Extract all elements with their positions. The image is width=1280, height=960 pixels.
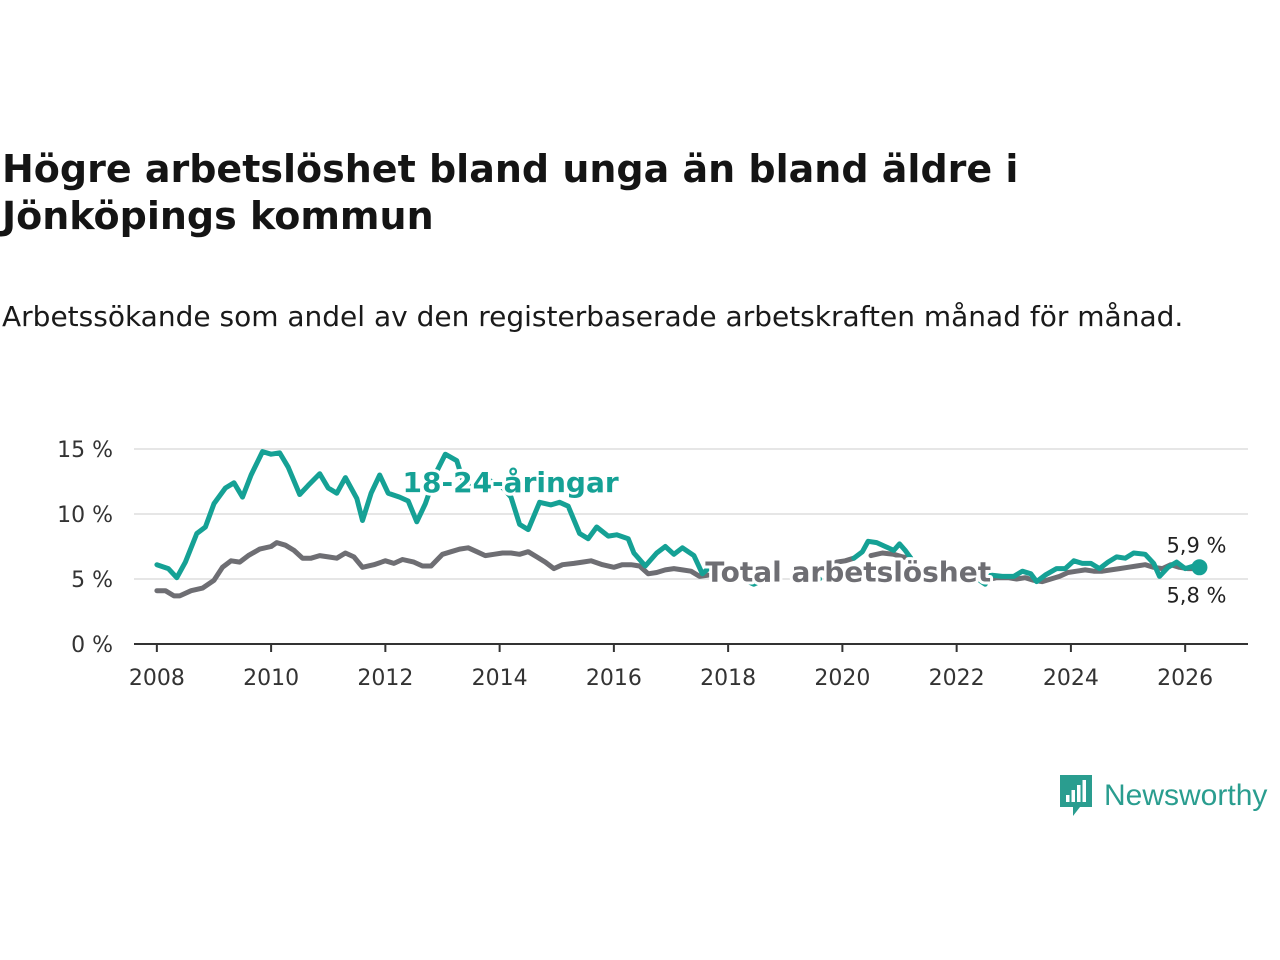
series-line-youth — [745, 577, 765, 587]
newsworthy-logo: Newsworthy — [1058, 772, 1267, 820]
series-line-youth — [851, 538, 914, 561]
series-end-marker-youth — [1191, 559, 1208, 576]
y-axis-ticks: 0 % 5 % 10 % 15 % — [57, 438, 113, 658]
x-tick-label: 2016 — [586, 666, 642, 691]
series-line-total — [868, 550, 914, 561]
series-line-total — [154, 540, 711, 599]
series-line-youth — [794, 573, 822, 583]
x-tick-label: 2008 — [129, 666, 185, 691]
x-tick-label: 2024 — [1043, 666, 1099, 691]
chart-title: Högre arbetslöshet bland unga än bland ä… — [2, 147, 1019, 238]
chart-subtitle: Arbetssökande som andel av den registerb… — [2, 300, 1184, 333]
y-tick-label: 10 % — [57, 503, 113, 528]
series-labels: 18-24-åringar Total arbetslöshet 5,9 % 5,8 … — [400, 463, 1230, 611]
y-tick-label: 5 % — [71, 568, 113, 593]
x-axis-ticks: 2008 2010 2012 2014 2016 2018 2020 2022 2024 2026 — [129, 644, 1213, 691]
line-chart: 0 %5 %10 %15 % 2008 2010 2012 2014 2016 2018 2… — [57, 438, 1248, 691]
x-tick-label: 2022 — [929, 666, 985, 691]
newsworthy-logo-icon — [1060, 775, 1092, 816]
series-line-youth — [977, 550, 1202, 587]
x-tick-label: 2020 — [814, 666, 870, 691]
series-label-total: Total arbetslöshet — [705, 556, 991, 589]
x-tick-label: 2012 — [357, 666, 413, 691]
gridlines — [134, 448, 1248, 645]
brand-name: Newsworthy — [1104, 779, 1268, 812]
x-tick-label: 2014 — [472, 666, 528, 691]
y-tick-label: 0 % — [71, 633, 113, 658]
series-line-total — [825, 555, 857, 570]
x-tick-label: 2010 — [243, 666, 299, 691]
y-tick-label: 15 % — [57, 438, 113, 463]
series-label-youth: 18-24-åringar — [403, 466, 619, 499]
x-tick-label: 2026 — [1157, 666, 1213, 691]
end-label-total: 5,8 % — [1166, 584, 1226, 608]
series-line-youth — [154, 449, 711, 581]
series-line-total — [982, 562, 1202, 585]
x-tick-label: 2018 — [700, 666, 756, 691]
end-label-youth: 5,9 % — [1166, 533, 1226, 557]
series-lines — [154, 449, 1208, 599]
